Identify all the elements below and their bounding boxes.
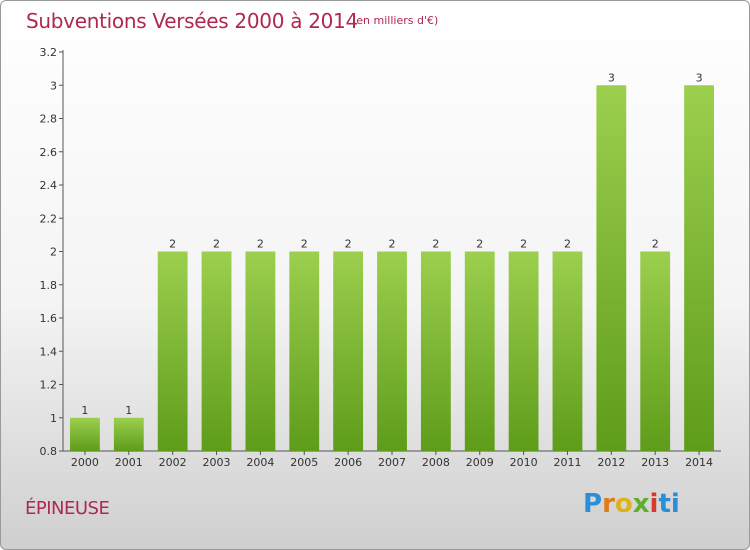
y-tick-label: 1.8: [40, 279, 58, 292]
bar: [464, 251, 495, 451]
bar: [70, 417, 100, 451]
logo-letter: ti: [658, 489, 680, 519]
bar: [640, 251, 671, 451]
x-tick-label: 2008: [422, 456, 450, 469]
bar: [508, 251, 539, 451]
bar: [333, 251, 364, 451]
data-label: 2: [301, 238, 308, 251]
bar: [157, 251, 188, 451]
y-tick-label: 1.2: [40, 379, 58, 392]
x-tick-label: 2014: [685, 456, 713, 469]
x-tick-label: 2007: [378, 456, 406, 469]
x-tick-label: 2002: [159, 456, 187, 469]
logo-letter: r: [602, 489, 615, 519]
proxiti-logo: Proxiti: [583, 489, 680, 519]
bar: [377, 251, 407, 451]
x-tick-label: 2011: [553, 456, 581, 469]
data-label: 2: [169, 238, 176, 251]
bar: [552, 251, 583, 451]
x-tick-label: 2012: [597, 456, 625, 469]
data-label: 1: [81, 404, 88, 417]
data-label: 2: [652, 238, 659, 251]
chart-title: Subventions Versées 2000 à 2014: [26, 9, 358, 33]
x-tick-label: 2006: [334, 456, 362, 469]
data-label: 2: [476, 238, 483, 251]
bar: [596, 85, 627, 451]
bar: [113, 417, 144, 451]
x-tick-label: 2004: [246, 456, 274, 469]
y-tick-label: 1.4: [40, 345, 58, 358]
y-tick-label: 1.6: [40, 312, 58, 325]
x-tick-label: 2010: [510, 456, 538, 469]
data-label: 2: [389, 238, 396, 251]
data-label: 2: [432, 238, 439, 251]
data-label: 2: [564, 238, 571, 251]
y-tick-label: 3: [50, 79, 57, 92]
y-tick-label: 2.8: [40, 113, 58, 126]
y-tick-label: 2.2: [40, 212, 58, 225]
y-tick-label: 2: [50, 246, 57, 259]
bar: [684, 85, 714, 451]
data-label: 2: [520, 238, 527, 251]
y-tick-label: 1: [50, 412, 57, 425]
x-tick-label: 2013: [641, 456, 669, 469]
bar: [289, 251, 320, 451]
data-label: 3: [608, 71, 615, 84]
bar: [420, 251, 451, 451]
data-label: 1: [125, 404, 132, 417]
logo-letter: x: [632, 489, 650, 519]
commune-name: ÉPINEUSE: [25, 498, 110, 519]
bar: [201, 251, 232, 451]
data-label: 2: [213, 238, 220, 251]
x-tick-label: 2005: [290, 456, 318, 469]
y-tick-label: 0.8: [40, 445, 58, 458]
data-label: 2: [345, 238, 352, 251]
data-label: 2: [257, 238, 264, 251]
x-tick-label: 2001: [115, 456, 143, 469]
logo-letter: P: [583, 489, 603, 519]
y-tick-label: 3.2: [40, 46, 58, 59]
bar: [245, 251, 276, 451]
logo-letter: o: [614, 489, 633, 519]
x-tick-label: 2003: [203, 456, 231, 469]
x-tick-label: 2000: [71, 456, 99, 469]
chart-subtitle: (en milliers d'€): [352, 14, 439, 27]
y-tick-label: 2.4: [40, 179, 58, 192]
data-label: 3: [696, 71, 703, 84]
x-tick-label: 2009: [466, 456, 494, 469]
logo-letter: i: [649, 489, 659, 519]
y-tick-label: 2.6: [40, 146, 58, 159]
